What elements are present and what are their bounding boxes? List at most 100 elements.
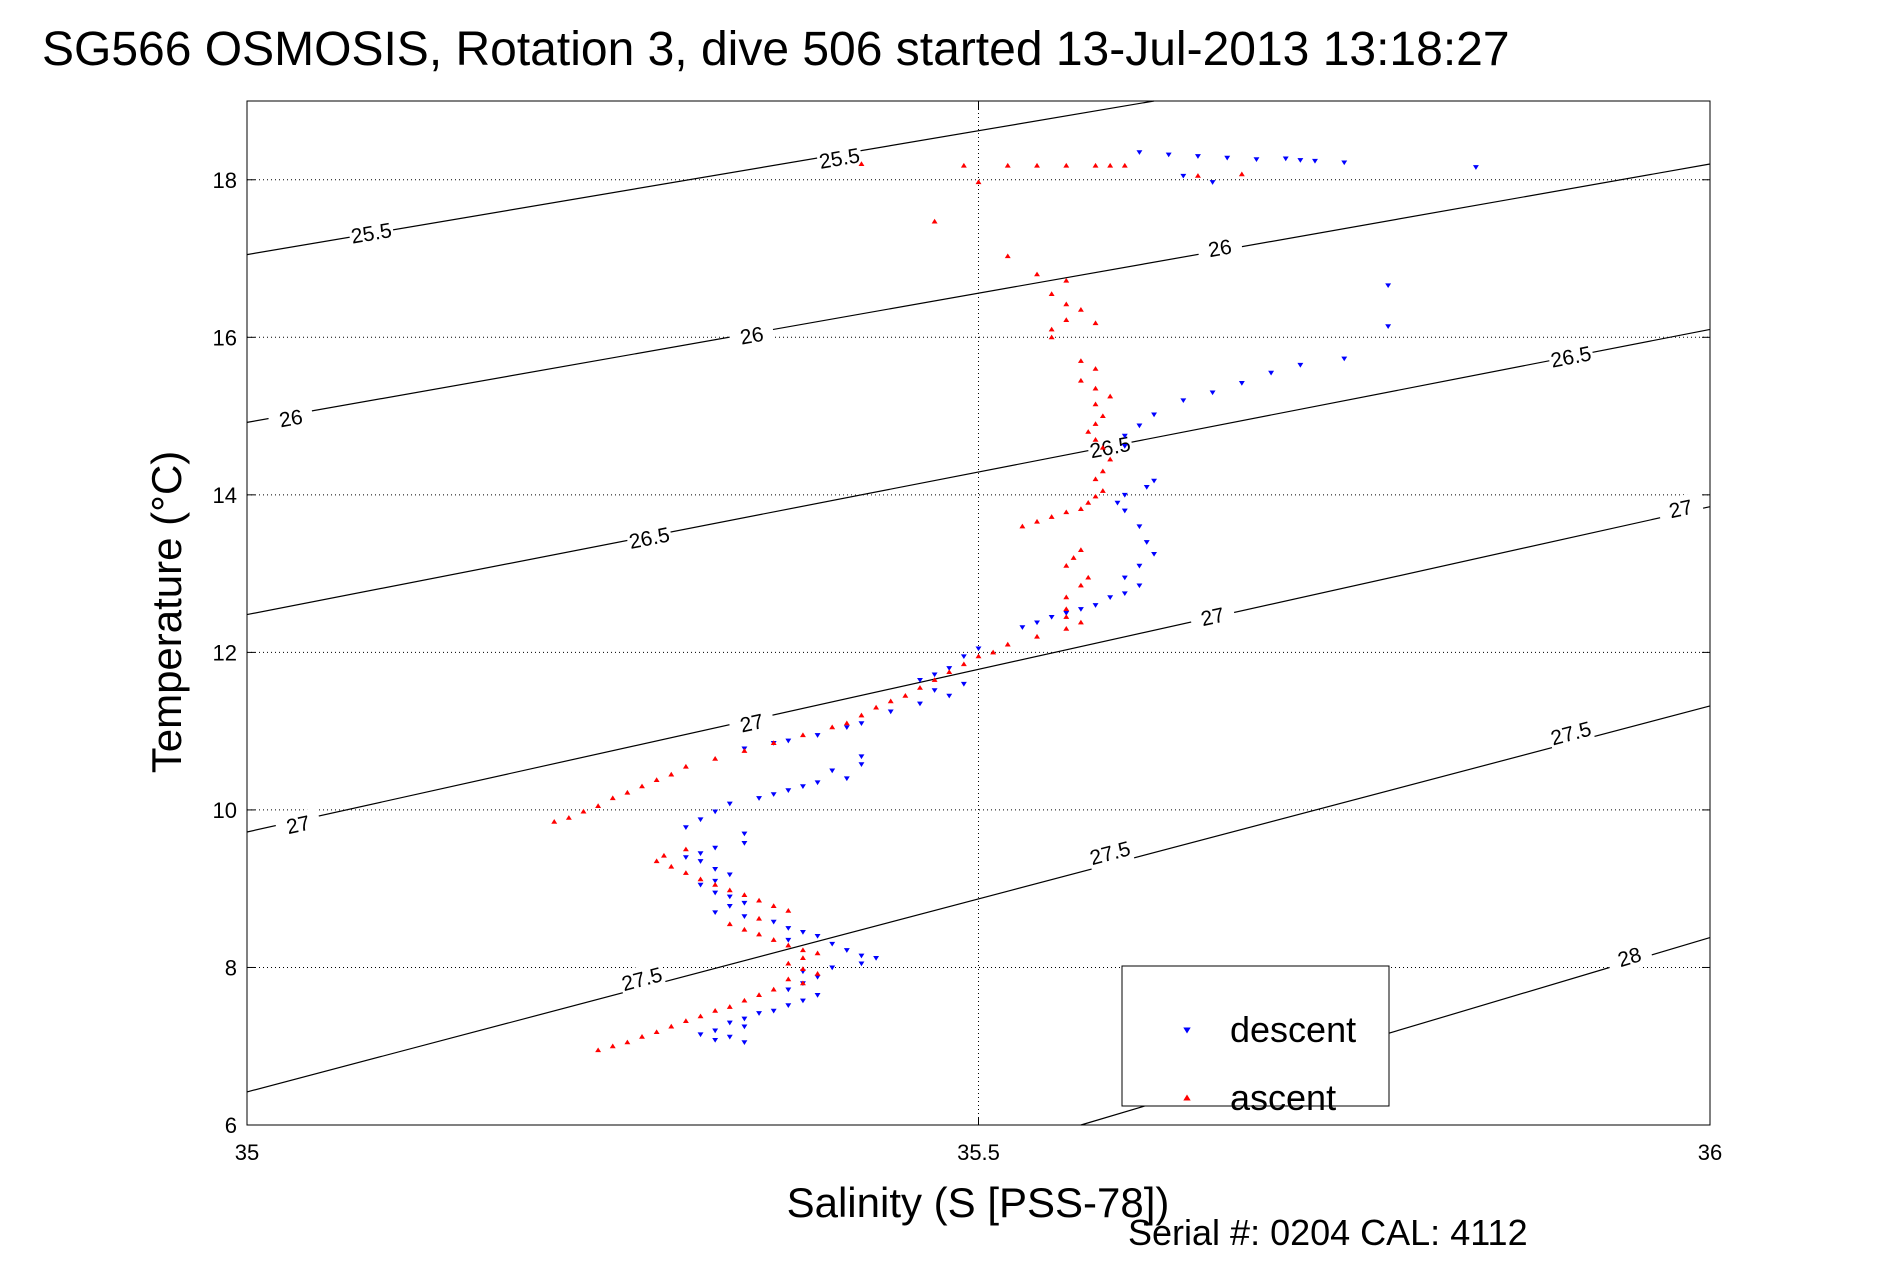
ascent-point bbox=[1048, 291, 1055, 296]
ascent-point bbox=[609, 795, 616, 801]
descent-point bbox=[1472, 165, 1479, 170]
ascent-point bbox=[946, 669, 953, 675]
descent-point bbox=[785, 926, 792, 931]
descent-point bbox=[1121, 433, 1128, 439]
ascent-point bbox=[785, 976, 792, 982]
density-contour-line bbox=[246, 100, 1155, 256]
ascent-point bbox=[661, 852, 667, 858]
contour-label-background bbox=[727, 319, 776, 353]
descent-point bbox=[697, 851, 704, 856]
descent-point bbox=[829, 941, 836, 947]
x-tick-label: 35 bbox=[235, 1140, 259, 1165]
ascent-point bbox=[1238, 171, 1245, 177]
ascent-point bbox=[580, 808, 587, 814]
contour-label-background bbox=[273, 807, 323, 843]
ascent-point bbox=[1048, 326, 1055, 332]
ascent-point bbox=[1077, 358, 1084, 363]
descent-point bbox=[712, 809, 719, 815]
descent-point bbox=[843, 725, 850, 730]
contour-label-background bbox=[1085, 835, 1135, 872]
ascent-point bbox=[639, 1034, 645, 1039]
contour-label-background bbox=[1195, 231, 1244, 265]
contour-label-background bbox=[617, 961, 667, 998]
contour-label: 27 bbox=[1199, 604, 1227, 632]
contour-label-background bbox=[1188, 599, 1237, 635]
descent-point bbox=[1121, 591, 1128, 597]
descent-point bbox=[1385, 324, 1392, 330]
ascent-point bbox=[756, 897, 762, 903]
ascent-point bbox=[931, 677, 938, 682]
ascent-point bbox=[770, 986, 777, 992]
ascent-point bbox=[799, 947, 806, 953]
descent-point bbox=[1136, 423, 1143, 429]
descent-point bbox=[873, 956, 880, 961]
descent-point bbox=[1107, 595, 1114, 600]
descent-point bbox=[1209, 180, 1216, 185]
x-tick-label: 36 bbox=[1698, 1140, 1722, 1165]
ascent-point bbox=[1063, 563, 1070, 568]
ascent-point bbox=[1063, 606, 1070, 612]
descent-point bbox=[858, 961, 865, 967]
descent-point bbox=[814, 733, 821, 738]
descent-point bbox=[697, 859, 704, 864]
ascent-point bbox=[931, 218, 938, 224]
descent-point bbox=[770, 1008, 777, 1014]
ascent-point bbox=[785, 960, 792, 966]
ascent-point bbox=[1004, 253, 1011, 259]
ascent-point bbox=[682, 763, 689, 769]
ascent-point bbox=[668, 863, 675, 869]
ascent-point bbox=[1099, 488, 1106, 493]
ascent-point bbox=[1077, 619, 1084, 625]
descent-point bbox=[741, 831, 748, 837]
contour-label-background bbox=[625, 521, 674, 556]
descent-point bbox=[960, 681, 967, 687]
descent-point bbox=[697, 1032, 704, 1038]
ascent-point bbox=[741, 892, 748, 897]
ascent-point bbox=[799, 732, 806, 738]
ascent-point bbox=[917, 685, 923, 690]
ascent-point bbox=[1092, 162, 1099, 168]
ascent-point bbox=[1099, 468, 1106, 474]
descent-point bbox=[858, 754, 865, 760]
x-tick-label: 35.5 bbox=[957, 1140, 1000, 1165]
descent-point bbox=[814, 933, 821, 939]
descent-point bbox=[858, 721, 865, 727]
descent-point bbox=[1282, 156, 1289, 162]
contour-label: 27 bbox=[738, 710, 766, 738]
contour-label: 27.5 bbox=[1088, 837, 1133, 870]
descent-point bbox=[1238, 381, 1245, 386]
ascent-point bbox=[799, 955, 806, 960]
ascent-point bbox=[1099, 413, 1106, 419]
descent-point bbox=[1136, 583, 1143, 589]
descent-point bbox=[799, 930, 806, 935]
ascent-point bbox=[960, 661, 967, 667]
contour-label: 27.5 bbox=[1548, 718, 1593, 751]
density-contour-line bbox=[246, 328, 1711, 616]
descent-point bbox=[712, 845, 719, 851]
ascent-point bbox=[1195, 173, 1201, 178]
descent-point bbox=[1151, 412, 1158, 418]
ascent-point bbox=[1034, 271, 1040, 277]
legend-box bbox=[1121, 965, 1390, 1107]
descent-point bbox=[1092, 603, 1099, 608]
descent-point bbox=[712, 1037, 719, 1043]
ascent-point bbox=[1063, 594, 1070, 600]
series-ascent bbox=[551, 161, 1245, 1053]
descent-point bbox=[843, 948, 850, 953]
ascent-point bbox=[990, 649, 997, 655]
ascent-point bbox=[1085, 499, 1092, 505]
ascent-point bbox=[1063, 317, 1070, 322]
descent-point bbox=[1063, 611, 1070, 616]
descent-point bbox=[1341, 160, 1348, 166]
descent-point bbox=[770, 792, 777, 797]
axis-ticks: 35 35.5 36 6 8 10 12 14 16 18 bbox=[213, 101, 1722, 1165]
descent-point bbox=[1143, 484, 1150, 490]
contour-label-background bbox=[1546, 715, 1596, 752]
y-tick-label: 8 bbox=[225, 955, 237, 980]
ascent-point bbox=[785, 942, 792, 948]
ascent-point bbox=[756, 931, 762, 937]
descent-point bbox=[829, 768, 836, 774]
descent-point bbox=[1151, 551, 1158, 557]
ascent-point bbox=[756, 915, 762, 921]
ascent-point bbox=[1107, 456, 1114, 462]
